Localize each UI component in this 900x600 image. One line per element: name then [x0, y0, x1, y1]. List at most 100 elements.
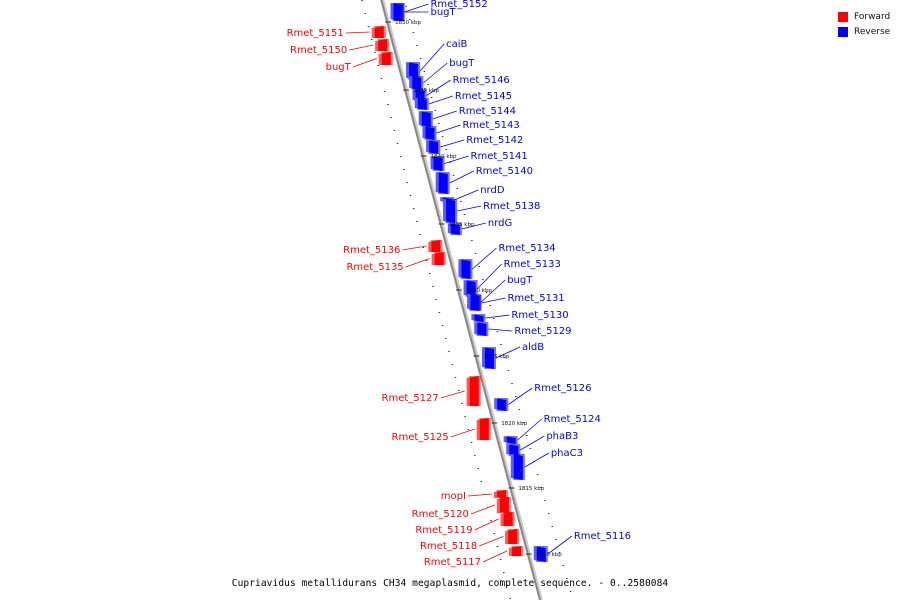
gene-block	[378, 52, 391, 65]
gene-leader-line	[405, 258, 430, 268]
guide-dot	[422, 247, 425, 248]
gene-highlight	[443, 199, 447, 223]
gene-block	[471, 314, 484, 322]
gene-highlight	[482, 347, 485, 369]
gene-rmet_5138	[443, 199, 458, 223]
gene-block	[506, 444, 519, 456]
guide-dot	[409, 195, 412, 196]
gene-leader-line	[470, 504, 496, 515]
gene-rmet_5151	[371, 26, 386, 38]
gene-leader-line	[457, 205, 482, 212]
gene-block	[500, 512, 513, 526]
gene-leader-line	[520, 435, 545, 451]
gene-block	[430, 156, 443, 171]
gene-label: Rmet_5143	[462, 120, 519, 131]
gene-rmet_5125	[476, 418, 491, 440]
gene-rmet_5144	[418, 111, 433, 127]
guide-dot	[464, 416, 466, 417]
guide-dot	[454, 377, 457, 378]
gene-block	[428, 240, 441, 252]
guide-dot	[425, 260, 428, 261]
guide-dot	[448, 351, 450, 352]
guide-dot	[390, 117, 392, 118]
gene-highlight	[418, 111, 422, 127]
guide-dot	[566, 578, 568, 579]
gene-leader-line	[481, 297, 506, 304]
guide-dot	[438, 312, 441, 313]
gene-label: Rmet_5152	[430, 0, 487, 10]
guide-dot	[441, 325, 444, 326]
guide-dot	[499, 559, 502, 560]
gene-leader-line	[517, 418, 542, 441]
gene-label: bugT	[326, 62, 352, 73]
guide-dot	[503, 572, 505, 573]
gene-highlight	[422, 126, 426, 140]
gene-highlight	[471, 314, 475, 322]
gene-rmet_5124	[503, 436, 518, 444]
gene-leader-line	[461, 222, 486, 230]
guide-dot	[408, 19, 411, 20]
gene-label: Rmet_5130	[511, 310, 568, 321]
gene-phac3	[510, 454, 525, 480]
gene-label: Rmet_5131	[507, 293, 564, 304]
gene-leader-line	[488, 328, 513, 332]
gene-highlight	[506, 444, 510, 456]
guide-dot	[428, 273, 431, 274]
gene-leader-line	[426, 79, 451, 96]
gene-block	[505, 529, 518, 544]
gene-highlight	[474, 322, 478, 336]
gene-leader-line	[428, 95, 453, 105]
guide-dot	[489, 305, 491, 306]
guide-dot	[377, 65, 379, 66]
gene-rmet_5117	[509, 546, 524, 556]
gene-block	[533, 546, 546, 562]
gene-highlight	[426, 140, 430, 154]
gene-block	[463, 280, 476, 297]
gene-block	[482, 347, 494, 369]
gene-leader-line	[450, 428, 475, 438]
kbp-ticks: 1850 kbp 1845 kbp 1840 kbp 1835 kbp 1830 kbp…	[385, 20, 562, 558]
gene-block	[476, 418, 489, 440]
guide-dot	[485, 292, 488, 293]
legend-label-reverse: Reverse	[854, 26, 891, 37]
gene-rmet_5120	[496, 497, 511, 513]
gene-rmet_5143	[422, 126, 437, 140]
gene-highlight	[500, 512, 504, 526]
guide-dot	[396, 143, 399, 144]
gene-highlight	[503, 436, 507, 444]
gene-label: Rmet_5119	[415, 525, 472, 536]
gene-highlight	[510, 454, 514, 480]
gene-block	[375, 39, 388, 51]
gene-label: Rmet_5124	[544, 414, 601, 425]
gene-label: aldB	[522, 342, 544, 353]
gene-highlight	[378, 52, 382, 65]
reverse-swatch	[838, 26, 848, 37]
legend-item-forward: Forward	[838, 9, 890, 24]
guide-dot	[441, 136, 444, 137]
guide-dot	[445, 149, 448, 150]
guide-dot	[434, 110, 437, 111]
guide-dot	[536, 474, 539, 475]
legend: Forward Reverse	[838, 9, 890, 39]
guide-dot	[374, 52, 376, 53]
gene-highlight	[414, 98, 418, 110]
gene-highlight	[505, 529, 509, 544]
gene-rmet_5126	[494, 398, 509, 411]
gene-mopi	[493, 490, 508, 498]
gene-leader-line	[547, 535, 573, 555]
gene-label: Rmet_5117	[424, 557, 481, 568]
gene-rmet_5145	[414, 98, 429, 110]
gene-rmet_5130	[471, 314, 486, 322]
guide-dot	[480, 481, 483, 482]
gene-leader-line	[423, 62, 448, 84]
gene-label: nrdG	[488, 218, 512, 229]
gene-highlight	[431, 252, 435, 265]
guide-dot	[522, 422, 524, 423]
gene-leader-line	[345, 31, 370, 34]
gene-highlight	[428, 240, 432, 252]
gene-block	[371, 26, 384, 38]
guide-dot	[507, 370, 510, 371]
gene-highlight	[467, 295, 471, 311]
gene-block	[494, 398, 507, 411]
gene-label: Rmet_5116	[574, 531, 631, 542]
